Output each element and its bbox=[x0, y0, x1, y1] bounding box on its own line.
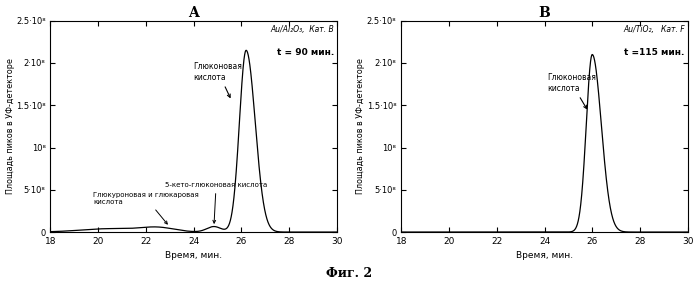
Text: t =115 мин.: t =115 мин. bbox=[624, 48, 685, 57]
Y-axis label: Площадь пиков в УФ-детекторе: Площадь пиков в УФ-детекторе bbox=[6, 59, 15, 194]
Text: 5-кето-глюконовая кислота: 5-кето-глюконовая кислота bbox=[165, 182, 267, 223]
X-axis label: Время, мин.: Время, мин. bbox=[516, 252, 573, 260]
Text: t = 90 мин.: t = 90 мин. bbox=[277, 48, 334, 57]
Text: Фиг. 2: Фиг. 2 bbox=[326, 267, 373, 280]
Text: Глюконовая
кислота: Глюконовая кислота bbox=[194, 62, 243, 97]
Text: Глюкуроновая и глюкаровая
кислота: Глюкуроновая и глюкаровая кислота bbox=[94, 192, 199, 224]
Y-axis label: Площадь пиков в УФ-детекторе: Площадь пиков в УФ-детекторе bbox=[356, 59, 366, 194]
Text: Au/Al₂O₃,  Кат. В: Au/Al₂O₃, Кат. В bbox=[271, 25, 334, 34]
Title: A: A bbox=[188, 6, 199, 20]
Text: Au/TiO₂,   Кат. F: Au/TiO₂, Кат. F bbox=[624, 25, 685, 34]
Text: Глюконовая
кислота: Глюконовая кислота bbox=[547, 73, 596, 109]
X-axis label: Время, мин.: Время, мин. bbox=[165, 252, 222, 260]
Title: B: B bbox=[539, 6, 550, 20]
